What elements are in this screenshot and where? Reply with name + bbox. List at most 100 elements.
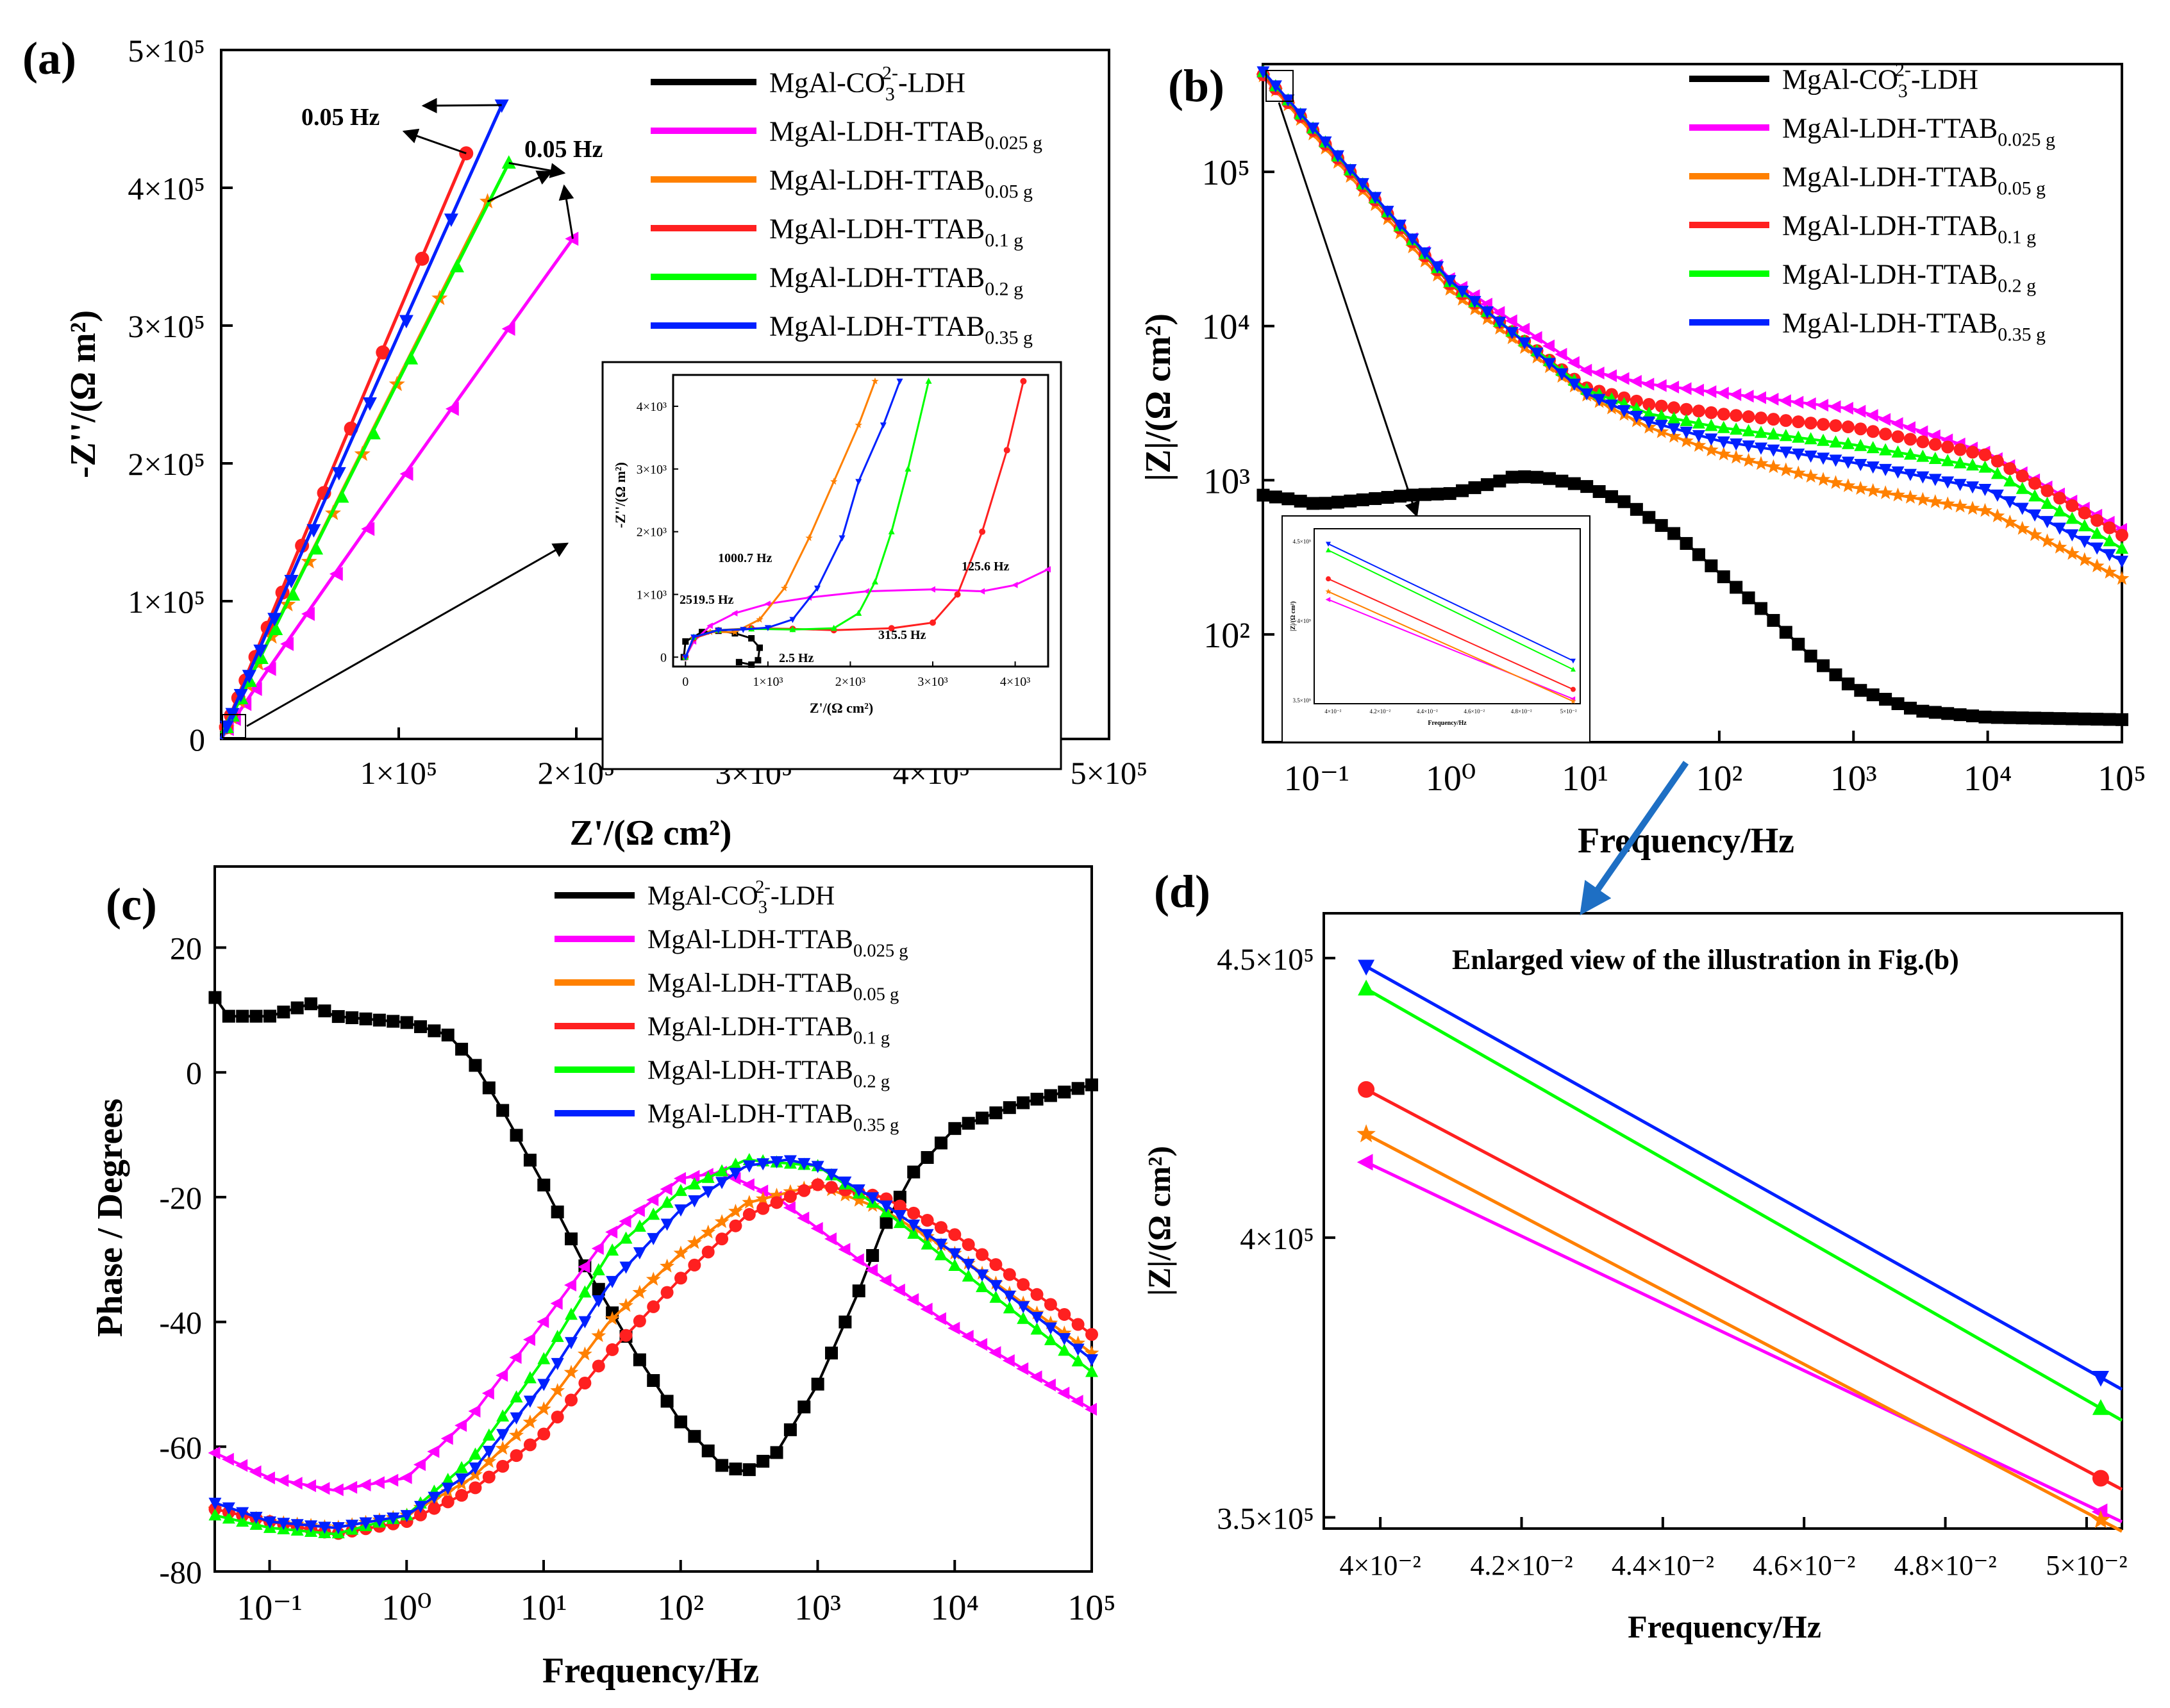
data-point-TTAB_0.35 — [318, 1521, 331, 1534]
data-point-TTAB_0.05 — [1878, 485, 1893, 499]
inset-annotation: 315.5 Hz — [878, 628, 926, 642]
data-point-TTAB_0.35 — [1017, 1301, 1030, 1314]
data-point-TTAB_0.2 — [523, 1371, 537, 1384]
data-point-MgAl-CO3-LDH — [565, 1232, 578, 1246]
inset-point-TTAB_0.35 — [789, 617, 796, 624]
series-line-TTAB_0.2 — [219, 162, 510, 740]
data-point-TTAB_0.025 — [1505, 314, 1517, 328]
annotation-arrow — [558, 184, 574, 239]
series-line-TTAB_0.025 — [219, 238, 574, 740]
data-point-TTAB_0.2 — [1891, 445, 1905, 458]
data-point-TTAB_0.35 — [1655, 420, 1668, 433]
data-point-TTAB_0.025 — [1617, 372, 1630, 385]
data-point-TTAB_0.2 — [2053, 504, 2066, 517]
inset-x-tick-label: 1×10³ — [753, 675, 783, 689]
inset-y-tick-label: 3.5×10⁵ — [1293, 697, 1311, 704]
data-point-TTAB_0.05 — [2040, 533, 2055, 547]
connector-arrow — [1580, 761, 1689, 916]
zoom-box — [1265, 70, 1294, 102]
data-point-TTAB_0.1 — [770, 1196, 783, 1209]
data-point-TTAB_0.35 — [1779, 446, 1792, 459]
x-tick-label: 10⁰ — [381, 1588, 431, 1628]
inset-point-MgAl-CO3-LDH — [748, 634, 755, 642]
series-group — [1356, 959, 2123, 1533]
data-point-TTAB_0.1 — [606, 1343, 619, 1356]
data-point-TTAB_0.025 — [892, 1283, 905, 1297]
data-point-TTAB_0.35 — [1928, 474, 1942, 486]
y-axis-label: Phase / Degrees — [90, 1099, 130, 1337]
data-point-TTAB_0.025 — [235, 1459, 248, 1472]
data-point-TTAB_0.2 — [1804, 432, 1817, 445]
data-point-TTAB_0.35 — [306, 524, 321, 538]
data-point-TTAB_0.2 — [1030, 1322, 1044, 1335]
data-point-TTAB_0.025 — [468, 1404, 481, 1418]
data-point-TTAB_0.2 — [962, 1269, 975, 1282]
data-point-TTAB_0.35 — [346, 1520, 359, 1532]
data-point-TTAB_0.025 — [851, 1253, 864, 1266]
data-point-TTAB_0.35 — [236, 1507, 249, 1520]
data-point-MgAl-CO3-LDH — [839, 1315, 852, 1329]
data-point-MgAl-CO3-LDH — [2103, 713, 2116, 726]
data-point-MgAl-CO3-LDH — [1518, 470, 1532, 483]
data-point-TTAB_0.35 — [510, 1412, 523, 1425]
data-point-TTAB_0.35 — [1530, 347, 1544, 360]
data-point-TTAB_0.1 — [1916, 435, 1930, 449]
data-point-TTAB_0.1 — [1991, 454, 2004, 468]
data-point-TTAB_0.05 — [619, 1298, 633, 1312]
data-point-MgAl-CO3-LDH — [1331, 495, 1344, 509]
data-point-TTAB_0.2 — [619, 1231, 633, 1244]
inset-point-TTAB_0.35 — [740, 627, 747, 633]
data-point-TTAB_0.2 — [2092, 1399, 2109, 1415]
data-point-MgAl-CO3-LDH — [305, 997, 318, 1011]
inset-annotation: 2519.5 Hz — [680, 593, 734, 607]
data-point-TTAB_0.1 — [742, 1207, 756, 1221]
data-point-TTAB_0.05 — [646, 1272, 661, 1286]
inset-y-tick-label: 4.5×10⁵ — [1293, 538, 1311, 545]
data-point-MgAl-CO3-LDH — [510, 1129, 523, 1142]
data-point-TTAB_0.35 — [989, 1280, 1003, 1293]
data-point-TTAB_0.05 — [2089, 558, 2105, 573]
data-point-MgAl-CO3-LDH — [346, 1011, 359, 1024]
data-point-MgAl-CO3-LDH — [1530, 470, 1544, 484]
annotation-arrow — [487, 170, 553, 203]
y-tick-label: 0 — [189, 722, 205, 758]
plot-frame — [672, 374, 1049, 668]
data-point-TTAB_0.1 — [1966, 445, 1980, 459]
data-point-TTAB_0.025 — [522, 1333, 535, 1347]
inset-y-label: -Z''/(Ω m²) — [612, 462, 628, 528]
data-point-TTAB_0.35 — [1358, 959, 1375, 976]
data-point-TTAB_0.1 — [565, 1393, 578, 1407]
inset-point-TTAB_0.1 — [979, 528, 986, 535]
data-point-TTAB_0.2 — [1755, 426, 1768, 438]
inset-point-TTAB_0.1 — [1003, 447, 1010, 454]
inset-point-TTAB_0.025 — [863, 588, 870, 595]
data-point-TTAB_0.025 — [329, 567, 343, 581]
x-tick-label: 10² — [1696, 759, 1742, 799]
data-point-TTAB_0.35 — [1680, 426, 1693, 439]
data-point-TTAB_0.35 — [1085, 1354, 1098, 1367]
data-point-TTAB_0.05 — [591, 1328, 606, 1343]
legend-label: MgAl-LDH-TTAB0.2 g — [1782, 258, 2036, 296]
inset-point-MgAl-CO3-LDH — [755, 657, 762, 664]
zoom-arrow — [1278, 102, 1420, 518]
inset-point-TTAB_0.025 — [764, 601, 771, 608]
data-point-TTAB_0.35 — [1705, 433, 1718, 446]
data-point-TTAB_0.2 — [1928, 452, 1942, 465]
data-point-TTAB_0.2 — [606, 1243, 619, 1256]
data-point-TTAB_0.025 — [1605, 369, 1617, 383]
series-group — [208, 991, 1099, 1540]
inset-line-TTAB_0.2 — [1328, 549, 1574, 670]
data-point-MgAl-CO3-LDH — [962, 1116, 975, 1130]
inset-point-MgAl-CO3-LDH — [748, 661, 755, 668]
data-point-TTAB_0.025 — [1778, 394, 1791, 408]
data-point-TTAB_0.1 — [934, 1221, 947, 1234]
data-point-TTAB_0.2 — [254, 651, 269, 664]
data-point-TTAB_0.025 — [301, 606, 315, 621]
inset-point-MgAl-CO3-LDH — [699, 629, 705, 636]
data-point-TTAB_0.2 — [907, 1226, 921, 1239]
inset-point-TTAB_0.05 — [855, 421, 862, 429]
data-point-TTAB_0.1 — [893, 1199, 906, 1213]
data-point-TTAB_0.35 — [263, 1516, 276, 1529]
inset-point-TTAB_0.05 — [1570, 698, 1576, 704]
